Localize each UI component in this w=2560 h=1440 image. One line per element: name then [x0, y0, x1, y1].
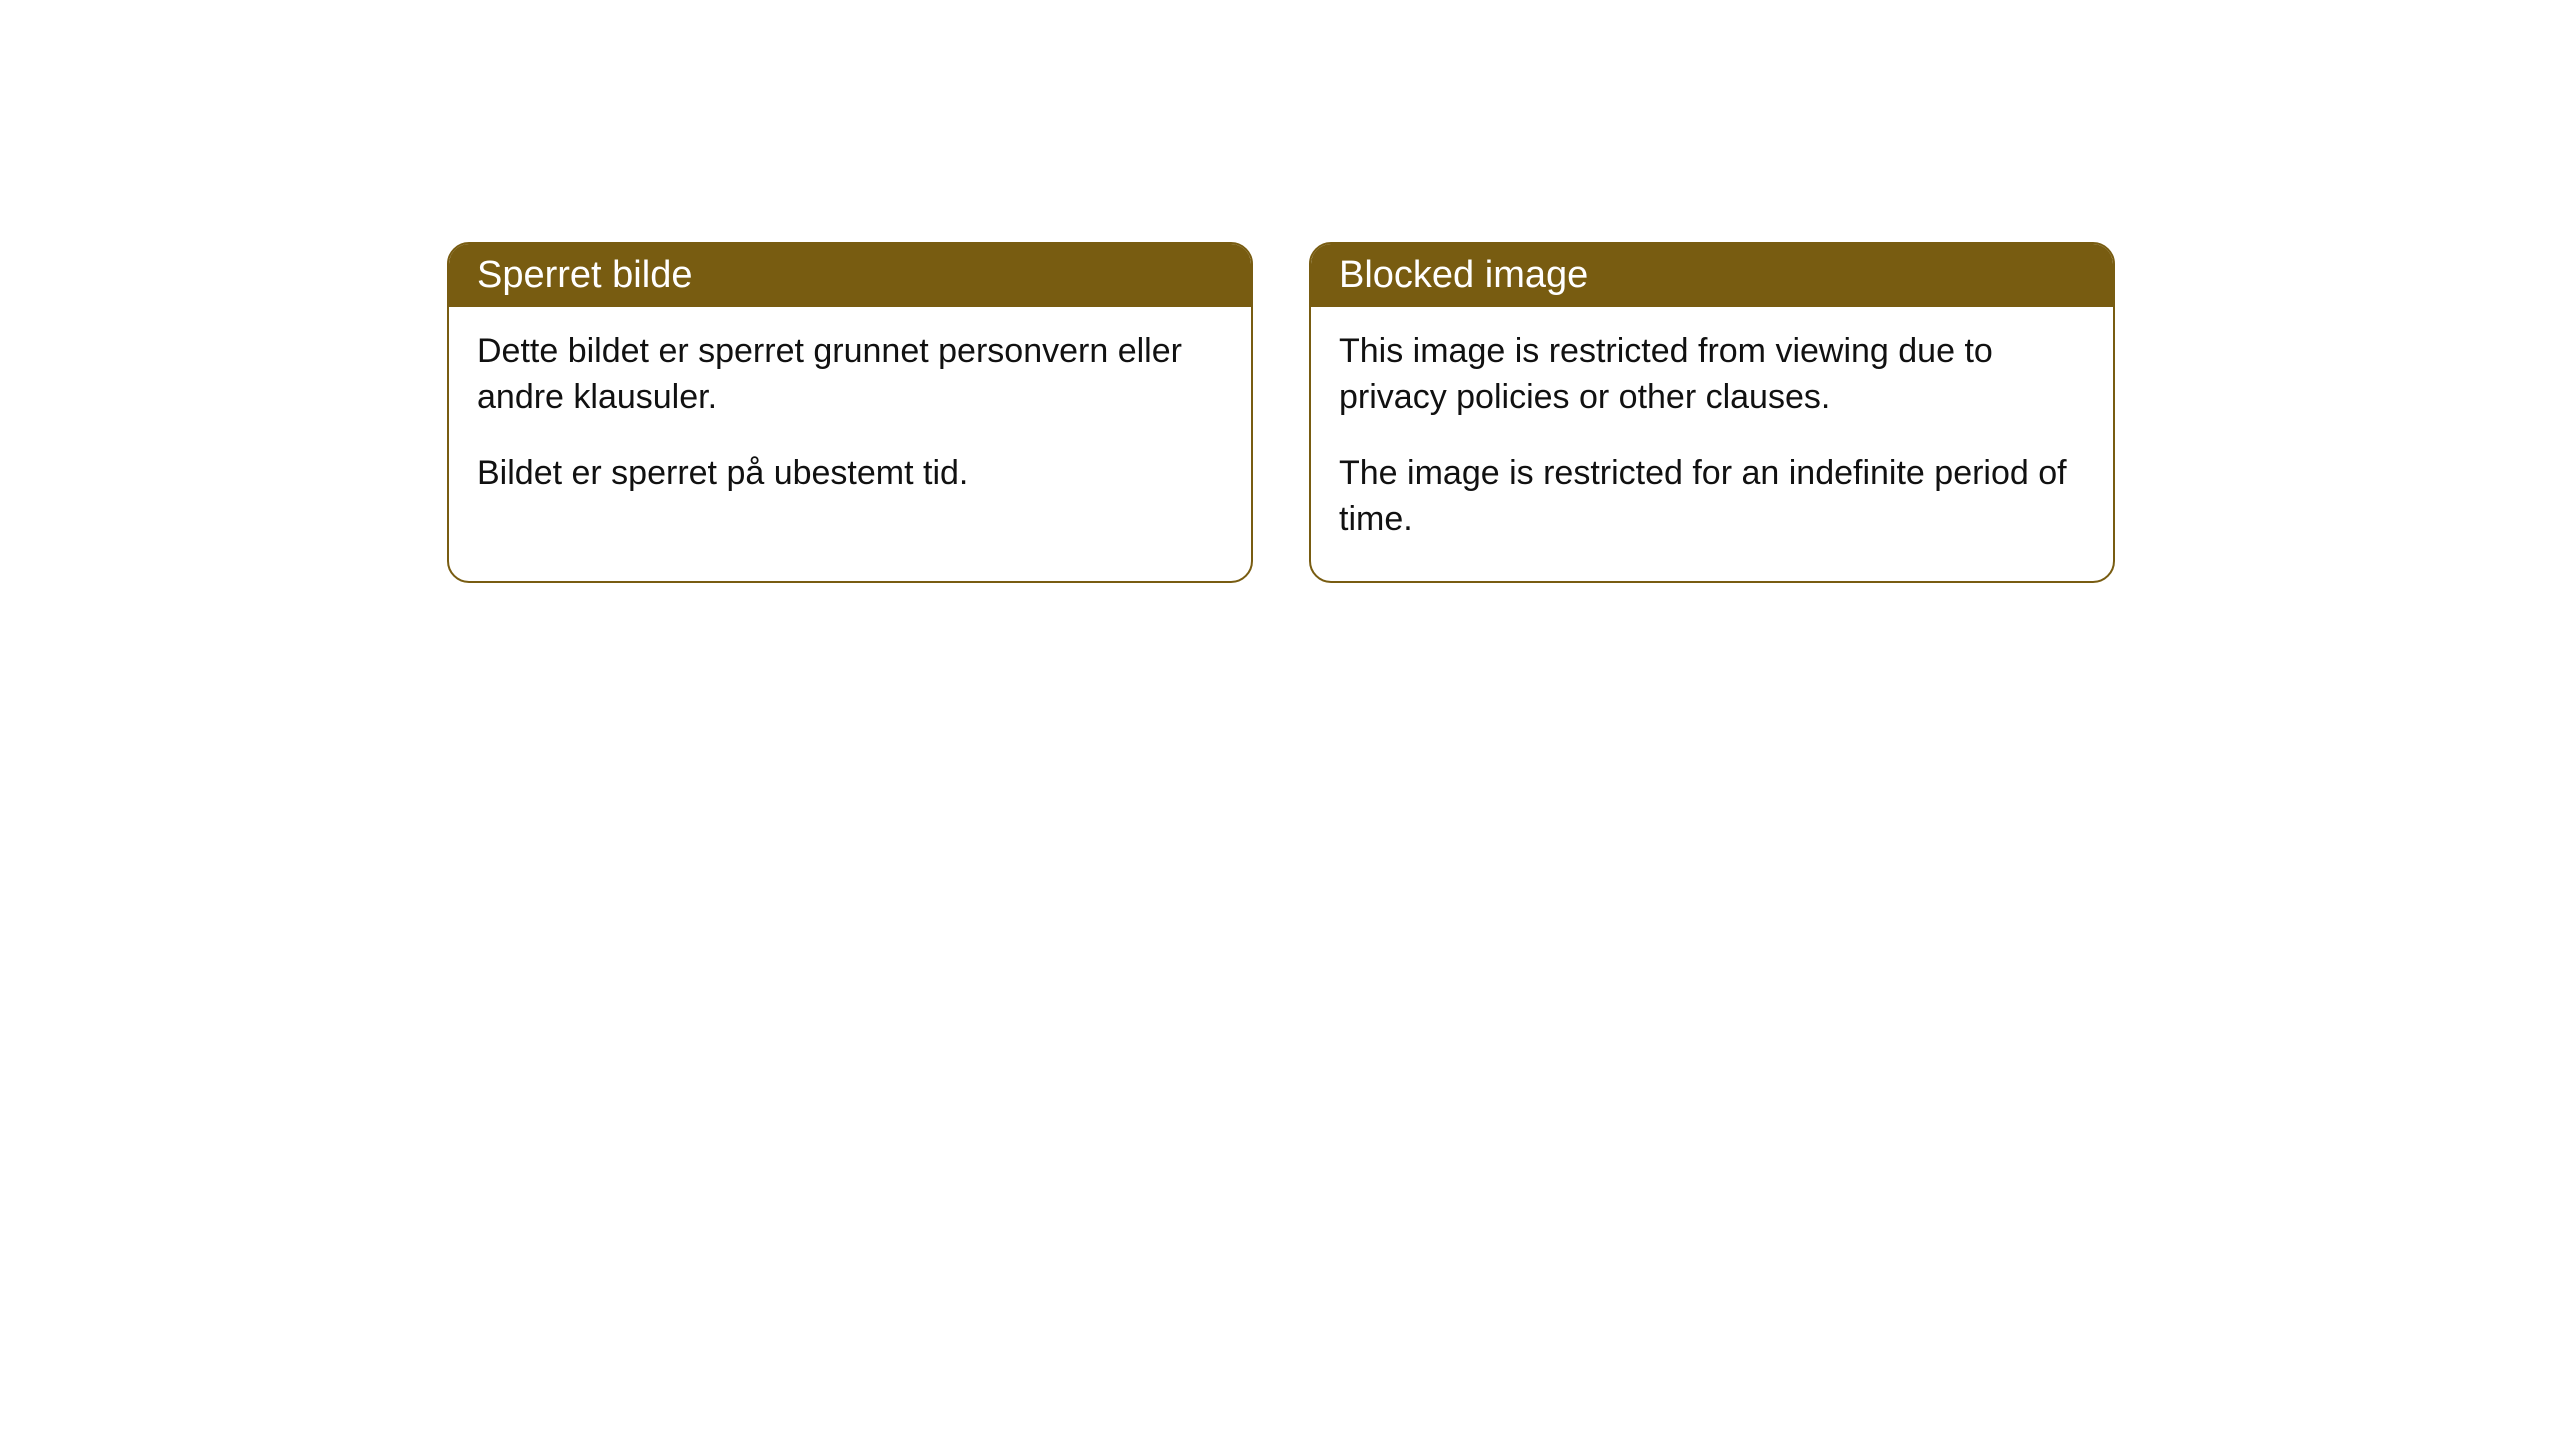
card-text-paragraph: This image is restricted from viewing du… [1339, 329, 2085, 421]
card-text-paragraph: Bildet er sperret på ubestemt tid. [477, 451, 1223, 497]
card-header: Sperret bilde [449, 244, 1251, 307]
card-text-paragraph: Dette bildet er sperret grunnet personve… [477, 329, 1223, 421]
card-title: Sperret bilde [477, 254, 692, 296]
card-header: Blocked image [1311, 244, 2113, 307]
card-text-paragraph: The image is restricted for an indefinit… [1339, 451, 2085, 543]
card-body: This image is restricted from viewing du… [1311, 307, 2113, 581]
notice-card-norwegian: Sperret bilde Dette bildet er sperret gr… [447, 242, 1253, 583]
notice-cards-container: Sperret bilde Dette bildet er sperret gr… [447, 242, 2115, 583]
notice-card-english: Blocked image This image is restricted f… [1309, 242, 2115, 583]
card-title: Blocked image [1339, 254, 1588, 296]
card-body: Dette bildet er sperret grunnet personve… [449, 307, 1251, 535]
